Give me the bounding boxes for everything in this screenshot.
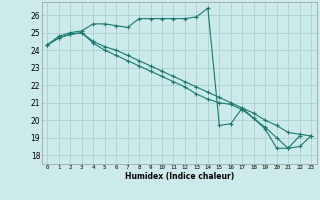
- X-axis label: Humidex (Indice chaleur): Humidex (Indice chaleur): [124, 172, 234, 181]
